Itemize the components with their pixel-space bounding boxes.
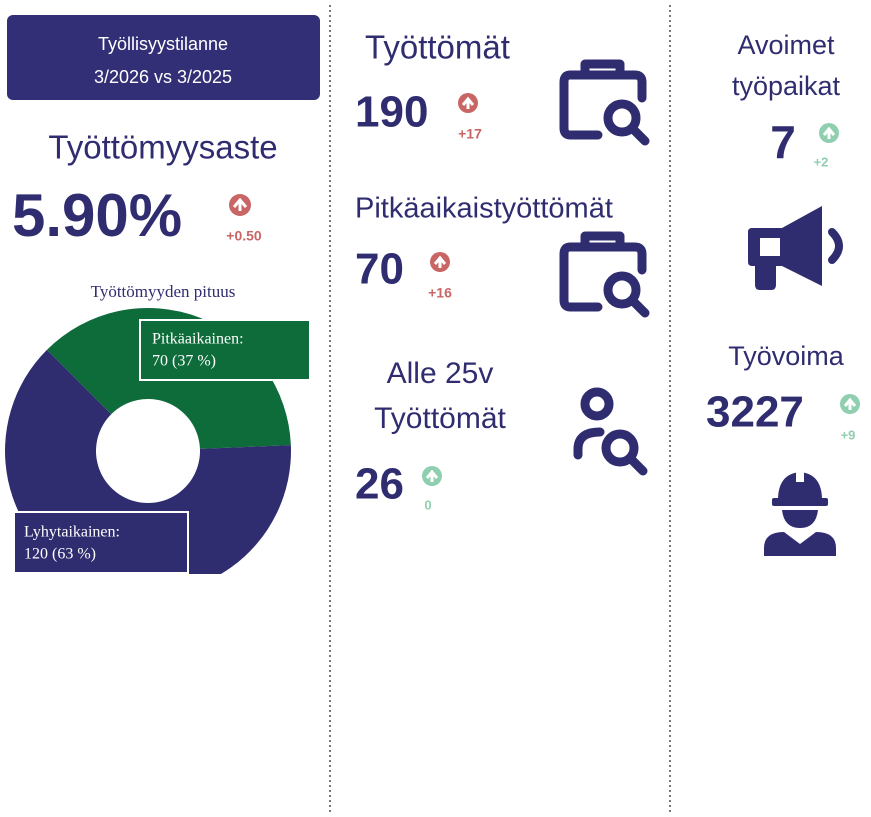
kpi-label: työpaikat [732, 71, 841, 101]
chart-title: Työttömyyden pituus [91, 282, 236, 301]
kpi-label: Työvoima [728, 341, 845, 371]
up-icon [840, 394, 860, 414]
slice-value-label: 70 (37 %) [152, 353, 216, 370]
kpi-label: Työttömyysaste [48, 129, 277, 166]
kpi-change: +16 [428, 285, 452, 301]
kpi-value: 7 [770, 116, 796, 168]
worker-icon [764, 468, 836, 556]
slice-label: Lyhytaikainen: [24, 524, 120, 541]
kpi-value: 190 [355, 88, 428, 137]
kpi-value: 3227 [706, 388, 804, 437]
up-icon [430, 252, 450, 272]
kpi-value: 26 [355, 460, 404, 509]
kpi-change: +2 [814, 154, 829, 169]
up-icon [458, 93, 478, 113]
kpi-change: +9 [841, 427, 856, 442]
megaphone-icon [748, 206, 843, 290]
kpi-change: +0.50 [226, 228, 262, 244]
slice-label: Pitkäaikainen: [152, 331, 244, 348]
kpi-label: Työttömät [365, 29, 510, 66]
label-box [13, 511, 189, 574]
up-icon [819, 123, 839, 143]
briefcase-search-icon [559, 59, 650, 146]
kpi-label: Pitkäaikaistyöttömät [355, 193, 613, 225]
kpi-value: 5.90% [12, 182, 182, 249]
kpi-label: Työttömät [374, 402, 506, 435]
header-period: 3/2026 vs 3/2025 [94, 67, 232, 87]
kpi-value: 70 [355, 245, 404, 294]
kpi-label: Avoimet [737, 30, 835, 60]
kpi-change: +17 [458, 126, 482, 142]
up-icon [422, 466, 442, 486]
kpi-label: Alle 25v [387, 357, 494, 390]
person-search-icon [573, 387, 648, 476]
header-title: Työllisyystilanne [98, 34, 228, 54]
header-box [7, 15, 320, 100]
kpi-change: 0 [424, 497, 431, 512]
briefcase-search-icon [559, 231, 650, 318]
label-box [139, 319, 311, 381]
up-icon [229, 194, 251, 216]
slice-value-label: 120 (63 %) [24, 546, 96, 563]
